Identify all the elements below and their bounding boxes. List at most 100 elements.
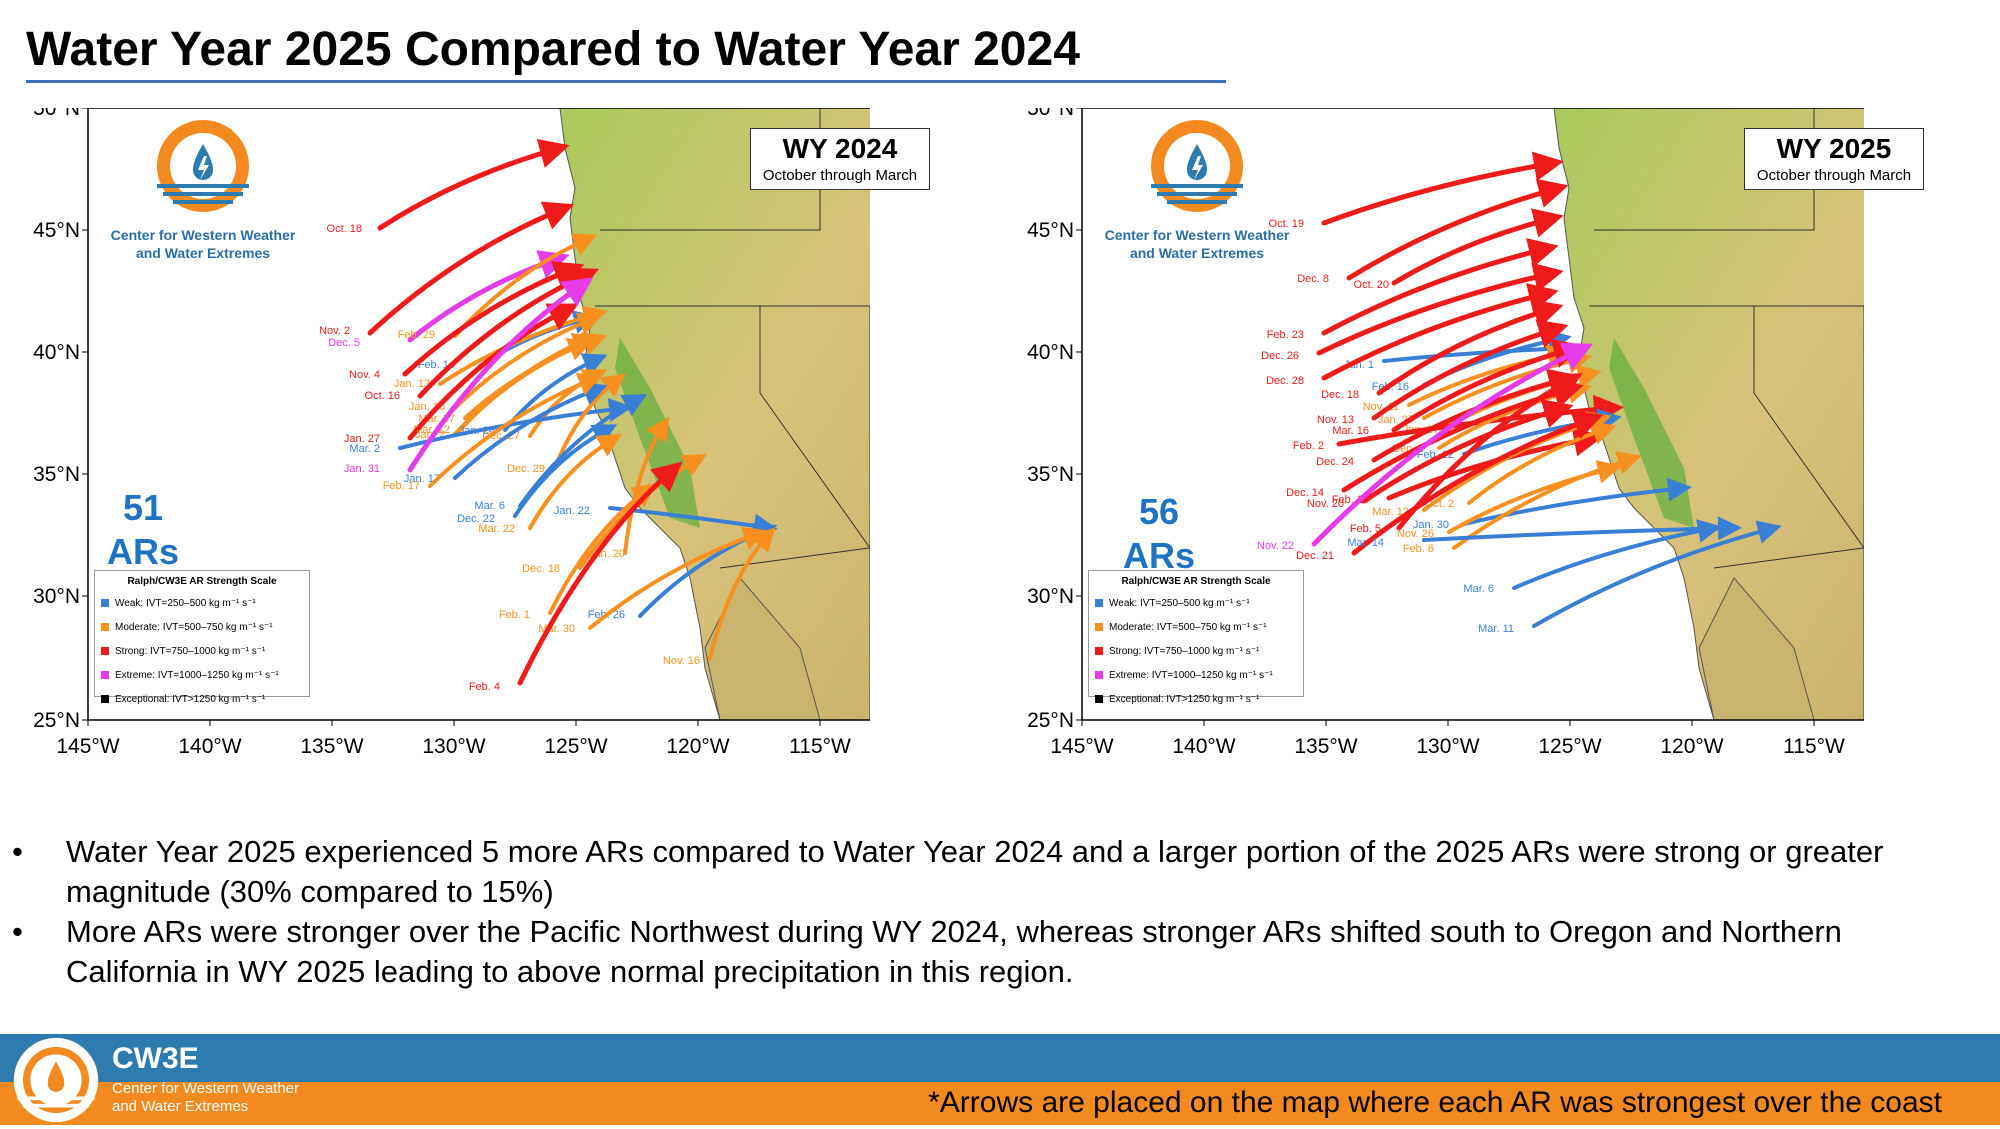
ar-date-label: Oct. 16 — [365, 390, 400, 402]
ar-arrow — [623, 416, 670, 555]
lon-tick-label: 140°W — [178, 735, 241, 758]
ar-arrow — [548, 483, 657, 615]
mexico-border — [1713, 547, 1864, 569]
ar-arrow — [708, 527, 776, 660]
legend-item: Exceptional: IVT>1250 kg m⁻¹ s⁻¹ — [95, 687, 309, 711]
lat-tick-label: 25°N — [33, 709, 80, 732]
lon-tick-label: 125°W — [544, 735, 607, 758]
ar-date-label: Dec. 21 — [1296, 550, 1334, 562]
slide-title: Water Year 2025 Compared to Water Year 2… — [26, 23, 1080, 76]
cw3e-logo-icon — [1151, 120, 1243, 212]
ar-date-label: Dec. 8 — [1297, 273, 1329, 285]
ar-arrow — [402, 261, 585, 377]
legend-item: Extreme: IVT=1000–1250 kg m⁻¹ s⁻¹ — [95, 663, 309, 687]
cw3e-logo-icon — [157, 120, 249, 212]
land-area — [1553, 108, 1864, 721]
wy-subtitle: October through March — [1756, 167, 1912, 184]
lat-tick-label: 40°N — [33, 341, 80, 364]
ar-date-label: Mar. 11 — [1478, 623, 1514, 635]
legend-item: Exceptional: IVT>1250 kg m⁻¹ s⁻¹ — [1089, 687, 1303, 711]
ar-count-number: 51 — [122, 487, 164, 528]
ar-date-label: Jan. 17 — [404, 473, 440, 485]
ar-date-label: Feb. 29 — [398, 329, 435, 341]
legend-item: Weak: IVT=250–500 kg m⁻¹ s⁻¹ — [1089, 591, 1303, 615]
ar-count: 56 ARs — [1114, 490, 1204, 578]
ar-date-label: Dec. 24 — [1316, 456, 1354, 468]
ar-arrow — [1391, 208, 1564, 286]
ar-arrow — [1346, 178, 1569, 281]
ar-date-label: Feb. 1 — [499, 609, 530, 621]
ar-count-unit: ARs — [1122, 535, 1196, 576]
ar-arrow — [1321, 283, 1559, 381]
bullet-item: • Water Year 2025 experienced 5 more ARs… — [0, 832, 2000, 912]
lon-tick-label: 145°W — [56, 735, 119, 758]
map-frame — [1081, 108, 1864, 721]
ar-arrow — [377, 138, 570, 231]
ar-arrow — [367, 201, 575, 336]
ar-arrow — [407, 303, 579, 441]
org-name-line2: and Water Extremes — [1129, 245, 1265, 261]
lon-tick-label: 130°W — [1416, 735, 1479, 758]
ar-date-label: Nov. 13 — [1317, 414, 1354, 426]
ar-count-number: 56 — [1138, 491, 1180, 532]
map-svg-wy2025: 50°N 45°N 40°N 35°N 30°N 25°N 145°W 140°W 135°W 1… — [1027, 108, 1864, 758]
ar-arrow — [1371, 319, 1569, 421]
ar-date-label: Oct. 18 — [327, 223, 362, 235]
ar-arrow — [453, 382, 608, 480]
lat-tick-label: 40°N — [1027, 341, 1074, 364]
legend-label: Weak: IVT=250–500 kg m⁻¹ s⁻¹ — [115, 597, 256, 609]
legend-swatch — [1095, 647, 1103, 655]
ar-date-label: Feb. 17 — [383, 480, 420, 492]
lon-tick-label: 115°W — [1783, 735, 1845, 758]
ar-date-label: Mar. 6 — [474, 500, 505, 512]
ar-date-label: Dec. 18 — [522, 563, 560, 575]
ar-date-label: Oct. 19 — [1269, 218, 1304, 230]
legend-swatch — [1095, 599, 1103, 607]
lon-tick-label: 120°W — [1660, 735, 1723, 758]
ar-arrow — [453, 338, 593, 436]
footer-sub-line2: and Water Extremes — [112, 1098, 249, 1115]
legend-swatch — [1095, 623, 1103, 631]
ar-date-label: Nov. 2 — [319, 325, 350, 337]
ar-date-label: Jan. 27 — [344, 433, 380, 445]
legend-title: Ralph/CW3E AR Strength Scale — [127, 576, 277, 587]
ar-date-label: Jan. 13 — [394, 378, 430, 390]
ar-date-label: Jan. 22 — [554, 505, 590, 517]
ar-arrow — [1532, 520, 1782, 628]
footer-sub-line1: Center for Western Weather — [112, 1080, 300, 1097]
ar-arrow — [1361, 399, 1574, 504]
legend-item: Weak: IVT=250–500 kg m⁻¹ s⁻¹ — [95, 591, 309, 615]
lat-tick-label: 30°N — [1027, 585, 1074, 608]
footer-org-name: CW3E — [112, 1042, 199, 1075]
legend-label: Moderate: IVT=500–750 kg m⁻¹ s⁻¹ — [115, 621, 273, 633]
footer-org-subtitle: Center for Western Weather and Water Ext… — [112, 1080, 299, 1116]
ar-date-label: Mar. 2 — [349, 443, 380, 455]
ar-date-label: Mar. 12 — [1372, 506, 1409, 518]
ar-date-label: Feb. 2 — [1293, 440, 1324, 452]
ar-date-label: Nov. 26 — [1397, 528, 1434, 540]
legend-label: Moderate: IVT=500–750 kg m⁻¹ s⁻¹ — [1109, 621, 1267, 633]
cw3e-footer-logo-icon — [13, 1037, 99, 1123]
ar-arrow — [1391, 339, 1584, 433]
legend-label: Extreme: IVT=1000–1250 kg m⁻¹ s⁻¹ — [1109, 669, 1273, 681]
legend-swatch — [1095, 695, 1103, 703]
lon-tick-label: 130°W — [422, 735, 485, 758]
footer-band-blue — [0, 1034, 2000, 1082]
ar-arrow — [1316, 262, 1564, 356]
org-name-line2: and Water Extremes — [135, 245, 271, 261]
legend-label: Exceptional: IVT>1250 kg m⁻¹ s⁻¹ — [1109, 693, 1260, 705]
ar-date-label: Mar. 22 — [478, 523, 515, 535]
ar-arrow — [588, 526, 768, 630]
ar-arrow — [1321, 238, 1559, 336]
ar-arrow — [428, 372, 603, 488]
ar-date-label: Mar. 16 — [1332, 425, 1369, 437]
bullet-text: Water Year 2025 experienced 5 more ARs c… — [66, 834, 1884, 909]
legend-item: Strong: IVT=750–1000 kg m⁻¹ s⁻¹ — [95, 639, 309, 663]
title-underline — [26, 80, 1226, 83]
bullet-mark: • — [12, 834, 23, 869]
ar-arrow — [517, 461, 683, 686]
legend-label: Exceptional: IVT>1250 kg m⁻¹ s⁻¹ — [115, 693, 266, 705]
ar-date-label: Oct. 2 — [1425, 498, 1454, 510]
ar-date-label: Nov. 4 — [349, 369, 380, 381]
org-name: Center for Western Weather and Water Ext… — [93, 226, 313, 262]
